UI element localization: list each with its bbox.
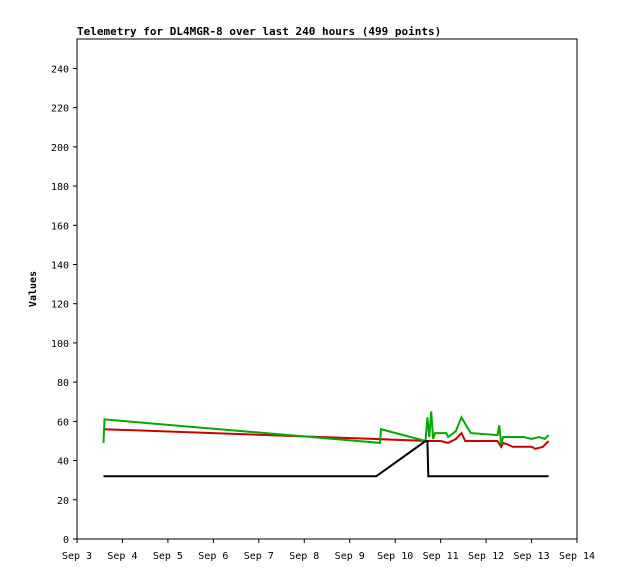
x-tick-label: Sep 7 (244, 551, 274, 562)
x-tick-label: Sep 3 (62, 551, 92, 562)
y-axis-label: Values (28, 271, 39, 307)
x-tick-label: Sep 4 (107, 551, 137, 562)
y-tick-label: 220 (51, 104, 69, 115)
y-tick-label: 0 (63, 535, 69, 546)
y-tick-label: 200 (51, 143, 69, 154)
x-tick-label: Sep 12 (468, 551, 504, 562)
x-tick-label: Sep 8 (289, 551, 319, 562)
y-tick-label: 140 (51, 260, 69, 271)
x-tick-label: Sep 5 (153, 551, 183, 562)
series-line-3 (103, 440, 549, 478)
y-tick-label: 100 (51, 339, 69, 350)
x-tick-label: Sep 14 (559, 551, 595, 562)
y-tick-label: 80 (57, 378, 69, 389)
y-tick-label: 120 (51, 300, 69, 311)
chart-title: Telemetry for DL4MGR-8 over last 240 hou… (77, 25, 441, 38)
x-tick-label: Sep 11 (423, 551, 459, 562)
x-axis: Sep 3 Sep 4 Sep 5 Sep 6 Sep 7 Sep 8 Sep 9 Sep 1… (62, 539, 595, 562)
x-tick-label: Sep 13 (513, 551, 549, 562)
y-tick-label: 160 (51, 221, 69, 232)
series-line-1 (103, 428, 550, 450)
y-tick-label: 180 (51, 182, 69, 193)
series-line-2 (102, 411, 550, 446)
x-tick-label: Sep 10 (377, 551, 413, 562)
x-tick-label: Sep 9 (335, 551, 365, 562)
series-layer (102, 411, 550, 478)
y-tick-label: 240 (51, 64, 69, 75)
x-tick-label: Sep 6 (198, 551, 228, 562)
y-tick-label: 60 (57, 417, 69, 428)
y-tick-label: 20 (57, 496, 69, 507)
y-tick-label: 40 (57, 457, 69, 468)
plot-frame (76, 38, 578, 540)
y-axis: 0 20 40 60 80 100 120 140 160 180 200 220 240 (51, 64, 77, 546)
